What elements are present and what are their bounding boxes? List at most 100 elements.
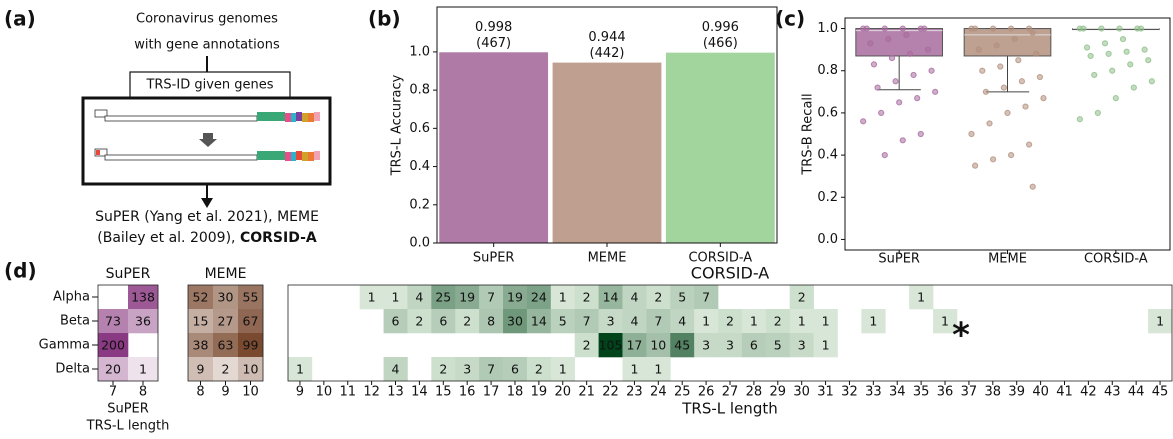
- diagram-text: SuPER (Yang et al. 2021), MEME: [95, 209, 319, 225]
- cell-label: 1: [822, 338, 830, 353]
- cell: [213, 333, 239, 358]
- cell-label: 2: [774, 314, 782, 329]
- cell: [359, 285, 384, 310]
- cell-label: 3: [702, 338, 710, 353]
- cell-label: 1: [822, 314, 830, 329]
- x-tick-label: 23: [626, 385, 643, 400]
- point: [906, 50, 914, 57]
- cell-label: 3: [463, 362, 471, 377]
- y-tick-label: 1.0: [817, 21, 838, 36]
- point: [1015, 57, 1022, 64]
- x-tick-label: 11: [339, 385, 356, 400]
- point: [1123, 48, 1130, 55]
- x-tick-label: MEME: [988, 252, 1027, 267]
- cell-label: 1: [630, 362, 638, 377]
- point: [863, 25, 870, 32]
- genome: [94, 148, 320, 161]
- cell-label: 2: [222, 362, 230, 377]
- cell: [670, 333, 695, 358]
- cell-label: 1: [368, 290, 376, 305]
- cell-label: 67: [243, 314, 259, 329]
- cell-label: 1: [392, 290, 400, 305]
- x-tick-label: 13: [387, 385, 404, 400]
- cell: [718, 309, 743, 334]
- y-tick-label: 0.2: [817, 190, 838, 205]
- cell-label: 7: [654, 314, 662, 329]
- x-tick-label: 20: [554, 385, 571, 400]
- cell: [407, 309, 432, 334]
- cell-label: 45: [674, 338, 690, 353]
- cell: [598, 285, 623, 310]
- y-tick-label: 0.6: [409, 121, 430, 136]
- x-tick-label: 33: [865, 385, 882, 400]
- cell-label: 4: [415, 290, 423, 305]
- point: [972, 162, 979, 169]
- cell: [694, 285, 719, 310]
- annotation: (442): [590, 46, 625, 61]
- point: [881, 151, 888, 159]
- panel-label: (a): [4, 7, 36, 31]
- cell-label: 1: [917, 290, 925, 305]
- x-tick-label: 9: [221, 385, 229, 400]
- point: [885, 35, 892, 43]
- heatmap-title: SuPER: [106, 266, 151, 282]
- cell: [670, 285, 695, 310]
- diagram-text: with gene annotations: [134, 38, 280, 53]
- point: [1018, 78, 1026, 85]
- bar: [552, 62, 662, 244]
- cell-label: 5: [559, 314, 567, 329]
- cell: [407, 285, 432, 310]
- cell-label: 7: [487, 290, 495, 305]
- cell: [574, 285, 599, 310]
- point: [899, 137, 906, 144]
- cell: [455, 285, 480, 310]
- x-tick-label: 10: [242, 385, 259, 400]
- y-tick-label: Beta: [60, 314, 90, 329]
- x-tick-label: 8: [196, 385, 204, 400]
- cell: [861, 309, 886, 334]
- cell-label: 20: [105, 362, 121, 377]
- cell-label: 27: [218, 314, 234, 329]
- cell-label: 99: [243, 338, 259, 353]
- value-label: 0.998: [475, 20, 512, 35]
- cell: [128, 309, 159, 334]
- x-tick-label: CORSID-A: [1084, 252, 1148, 267]
- point: [1033, 50, 1040, 57]
- cell-label: 2: [415, 314, 423, 329]
- x-tick-label: 21: [578, 385, 595, 400]
- x-tick-label: SuPER: [878, 252, 920, 267]
- cell-label: 1: [750, 314, 758, 329]
- cell-label: 105: [599, 338, 623, 353]
- cell: [646, 357, 671, 382]
- point: [975, 46, 982, 53]
- cell: [622, 309, 647, 334]
- diagram-text: TRS-ID given genes: [145, 78, 273, 93]
- point: [1080, 25, 1087, 32]
- diagram-text: CORSID-A: [240, 230, 317, 246]
- y-tick-label: 1.0: [409, 44, 430, 59]
- value-label: 0.996: [702, 20, 739, 35]
- cell-label: 200: [101, 338, 125, 353]
- cell: [550, 357, 576, 382]
- cell-label: 14: [531, 314, 547, 329]
- point: [1145, 57, 1152, 64]
- cell: [694, 309, 719, 334]
- cell: [479, 357, 504, 382]
- cell-label: 2: [798, 290, 806, 305]
- cell: [503, 357, 528, 382]
- point: [1029, 29, 1036, 36]
- x-tick-label: 10: [316, 385, 333, 400]
- cell: [213, 309, 239, 334]
- x-tick-label: 16: [459, 385, 476, 400]
- cell: [622, 333, 647, 358]
- x-axis-label: SuPER: [107, 402, 149, 417]
- y-tick-label: 0.8: [409, 83, 430, 98]
- y-tick-label: 0.4: [409, 159, 430, 174]
- point: [993, 42, 1000, 49]
- cell-label: 4: [392, 362, 400, 377]
- cell: [238, 357, 264, 382]
- cell-label: 1: [941, 314, 949, 329]
- point: [1112, 95, 1119, 102]
- point: [888, 54, 896, 62]
- cell-label: 4: [630, 290, 638, 305]
